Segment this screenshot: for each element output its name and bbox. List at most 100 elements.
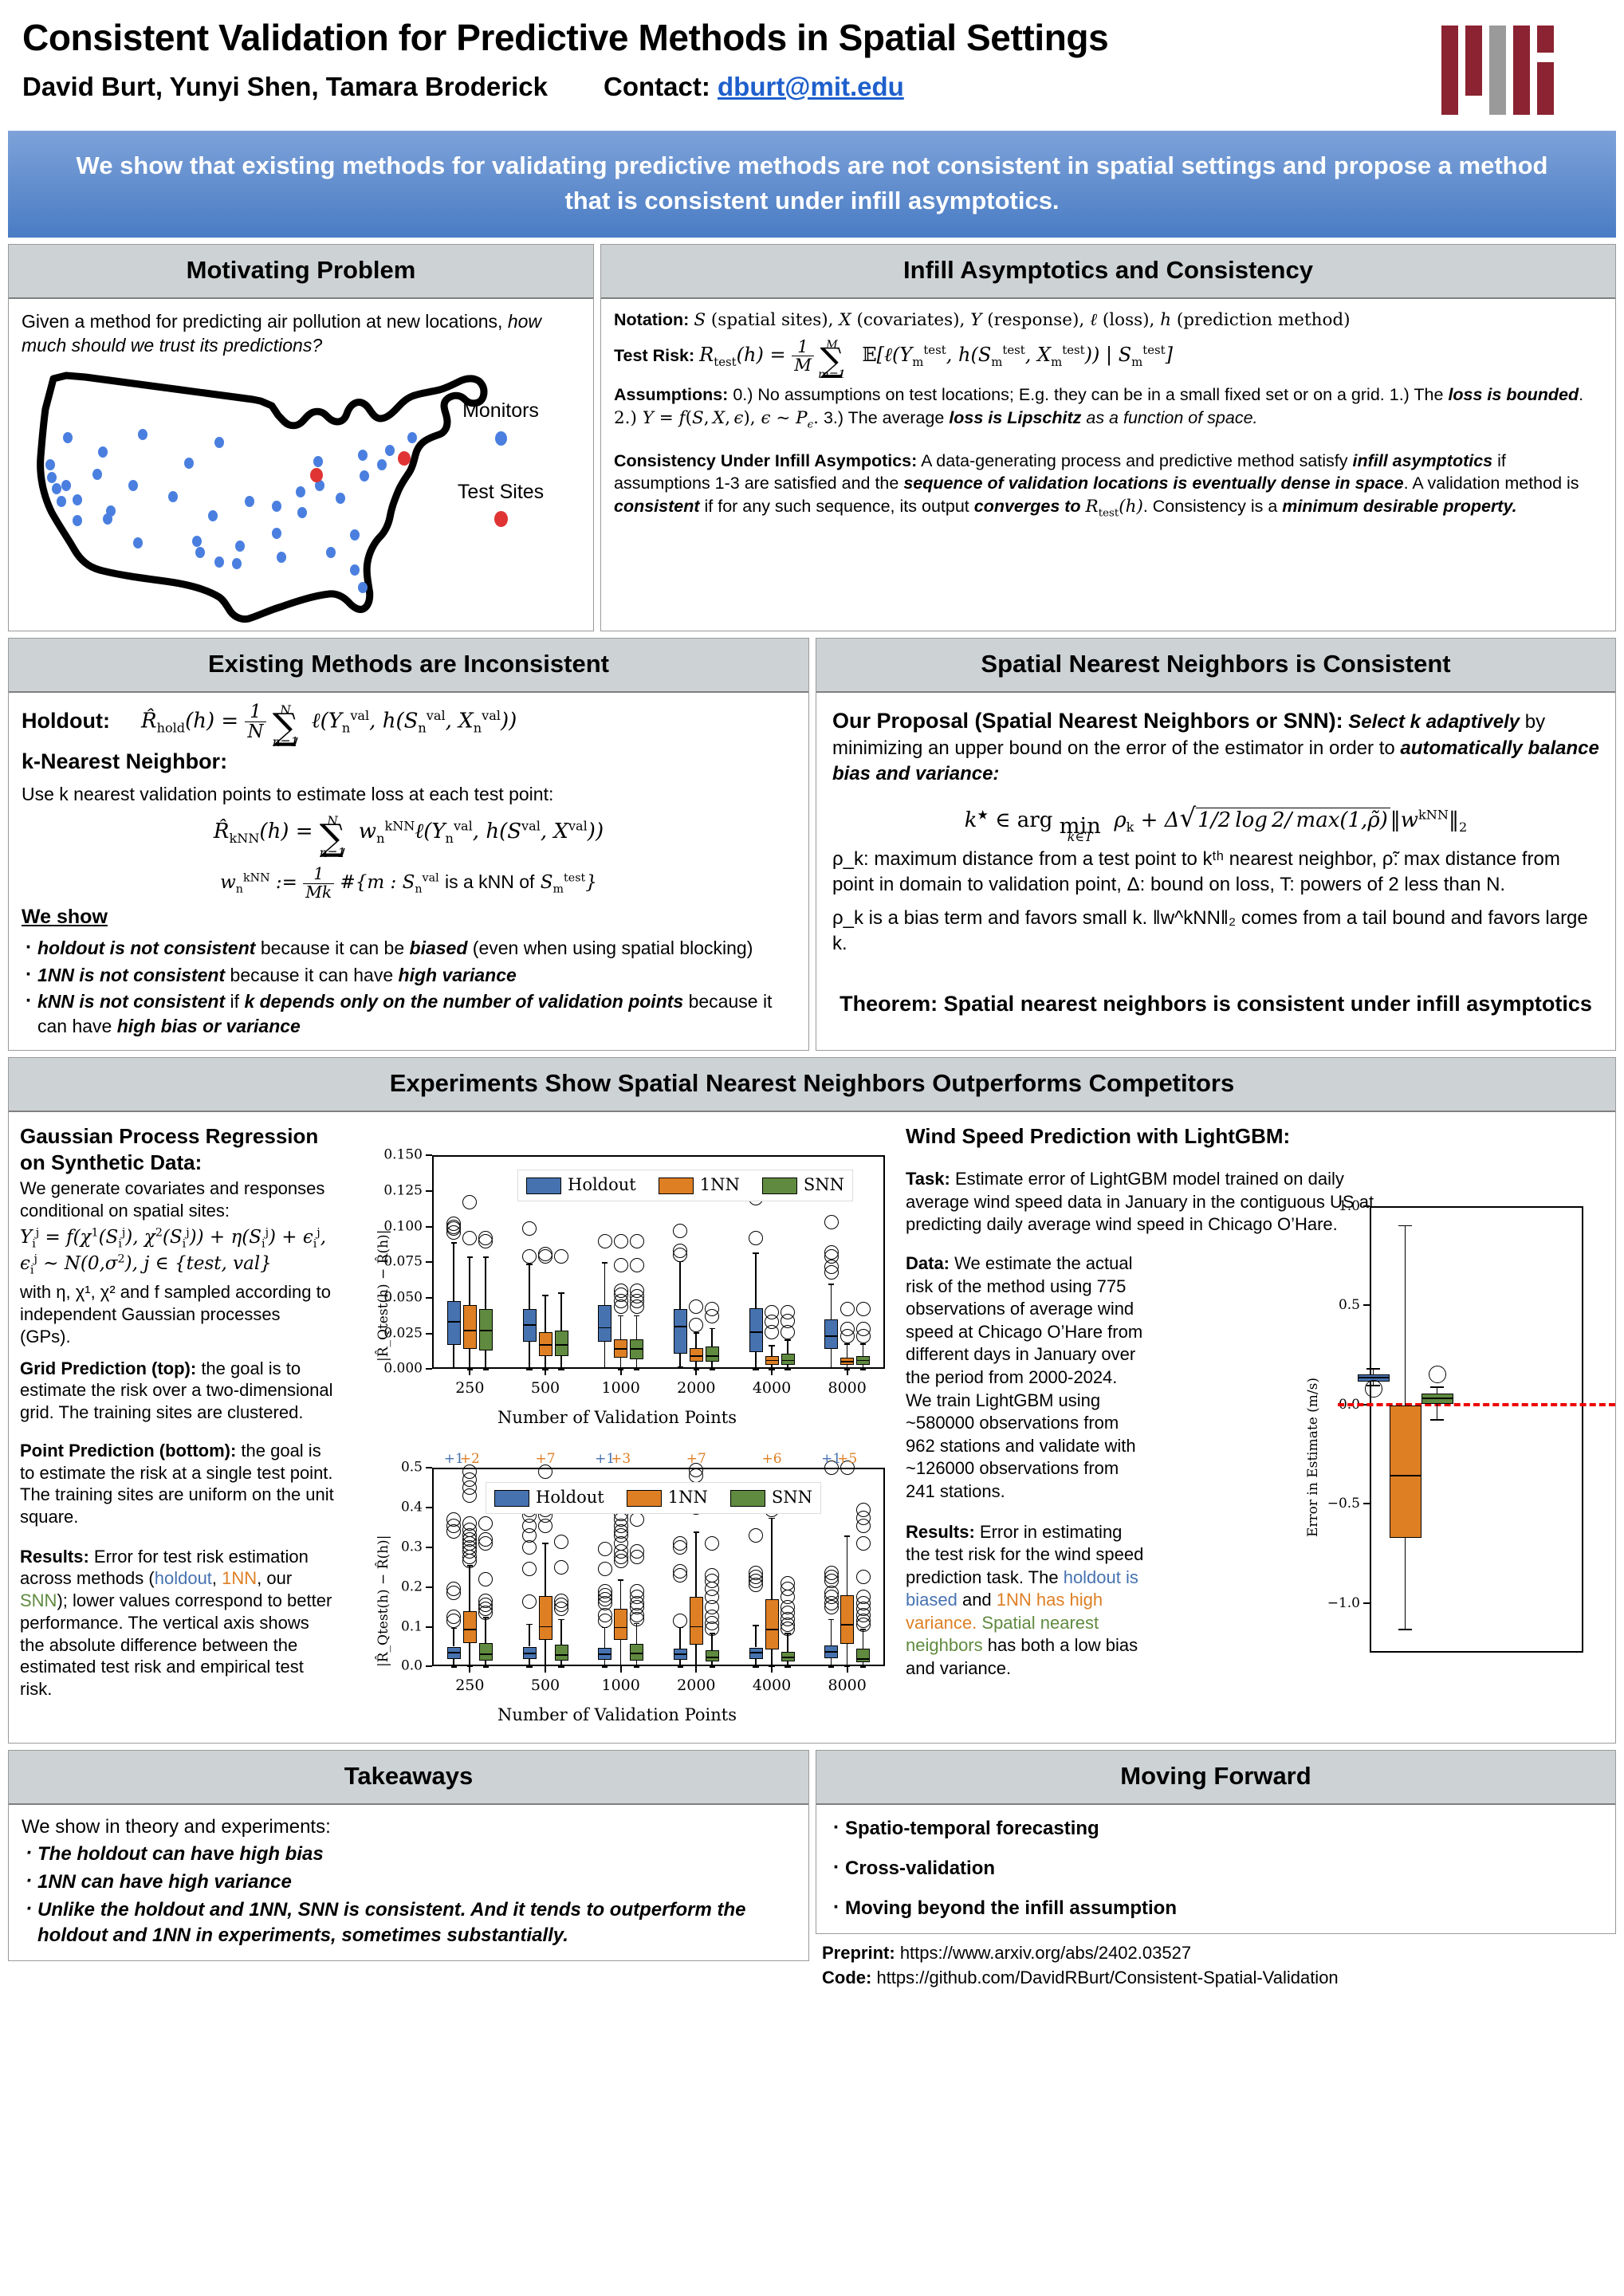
- box: [538, 1595, 552, 1640]
- wind-text-column: Wind Speed Prediction with LightGBM: Tas…: [906, 1123, 1374, 1735]
- gp-intro: We generate covariates and responses con…: [20, 1177, 325, 1221]
- contact-email-link[interactable]: dburt@mit.edu: [718, 71, 904, 101]
- gp-charts-column: 0.000 0.025 0.050 0.075 0.100 0.125 0.150 |R̂_Q…: [338, 1123, 901, 1735]
- holdout-label: Holdout:: [22, 709, 110, 733]
- box: [840, 1594, 855, 1644]
- takeaways-lead: We show in theory and experiments:: [22, 1816, 331, 1838]
- wind-task-paragraph: Task: Estimate error of LightGBM model t…: [906, 1168, 1400, 1236]
- box: [462, 1610, 477, 1643]
- experiments-body: Gaussian Process Regression on Synthetic…: [9, 1112, 1615, 1743]
- bullet-2-bi2: k depends only on the number of validati…: [244, 991, 684, 1012]
- map-legend: Monitors Test Sites: [429, 398, 572, 533]
- preprint-label: Preprint:: [822, 1943, 895, 1964]
- knn-label: k-Nearest Neighbor:: [22, 749, 228, 773]
- list-item: 1NN is not consistent because it can hav…: [22, 961, 796, 988]
- box: [705, 1650, 719, 1662]
- preprint-line: Preprint: https://www.arxiv.org/abs/2402…: [822, 1940, 1613, 1965]
- gp-results-p1: Error for test risk estimation across me…: [20, 1546, 309, 1589]
- test-site-dots: [310, 450, 411, 482]
- wind-task-label: Task:: [906, 1169, 950, 1189]
- panel-infill-asymptotics: Infill Asymptotics and Consistency Notat…: [600, 244, 1616, 631]
- wind-results-p2: has both a low bias and variance.: [906, 1635, 1138, 1679]
- bullet-2-rest: because it can have: [37, 991, 773, 1036]
- gp-grid-paragraph: Grid Prediction (top): the goal is to es…: [20, 1358, 335, 1424]
- consistency-text-4: if for any such sequence, its output: [699, 496, 974, 516]
- gp-point-text: the goal is to estimate the risk at a si…: [20, 1440, 334, 1527]
- box: [749, 1307, 763, 1352]
- takeaways-list: The holdout can have high bias 1NN can h…: [22, 1840, 796, 1948]
- bullet-2-bi3: high bias or variance: [116, 1015, 301, 1036]
- list-item: The holdout can have high bias: [22, 1840, 796, 1867]
- box: [781, 1353, 795, 1366]
- wind-data-label: Data:: [906, 1252, 950, 1273]
- list-item: 1NN can have high variance: [22, 1868, 796, 1895]
- author-list: David Burt, Yunyi Shen, Tamara Broderick: [22, 71, 548, 101]
- legend-label-test-sites: Test Sites: [457, 480, 545, 503]
- gp-experiment-block: Gaussian Process Regression on Synthetic…: [20, 1123, 901, 1735]
- gp-results-snn: SNN: [20, 1590, 57, 1611]
- bullet-0-bi2: biased: [409, 938, 468, 959]
- consistency-bi-2: sequence of validation locations is even…: [903, 474, 1404, 493]
- gp-results-paragraph: Results: Error for test risk estimation …: [20, 1546, 332, 1699]
- wind-data-text: We estimate the actual risk of the metho…: [906, 1252, 1143, 1501]
- contact-label: Contact:: [604, 71, 710, 101]
- reference-links: Preprint: https://www.arxiv.org/abs/2402…: [816, 1934, 1616, 1990]
- bullet-0-rest: (even when using spatial blocking): [467, 938, 753, 959]
- row-motivating-infill: Motivating Problem Given a method for pr…: [8, 244, 1616, 631]
- box: [673, 1309, 687, 1354]
- gp-grid-label: Grid Prediction (top):: [20, 1358, 197, 1378]
- row-existing-snn: Existing Methods are Inconsistent Holdou…: [8, 637, 1616, 1052]
- gp-results-1nn: 1NN: [222, 1568, 258, 1589]
- contact-block: Contact: dburt@mit.edu: [604, 72, 904, 102]
- box: [630, 1643, 644, 1661]
- abstract-banner: We show that existing methods for valida…: [8, 131, 1616, 238]
- snn-body: Our Proposal (Spatial Nearest Neighbors …: [816, 693, 1615, 1051]
- chart-gp-point-prediction: 0.0 0.1 0.2 0.3 0.4 0.5 |R̂_Qtest(h) − R̂(h)| 2…: [338, 1444, 896, 1735]
- moving-forward-column: Moving Forward Spatio-temporal forecasti…: [816, 1750, 1616, 1990]
- box: [614, 1609, 628, 1640]
- snn-formula: k★ ∈ arg min k∈T ρk + Δ√1/2 log 2/ max(1,…: [964, 802, 1468, 845]
- wind-results-mid: and: [957, 1590, 997, 1610]
- box: [765, 1598, 779, 1650]
- box: [554, 1645, 568, 1661]
- preprint-url[interactable]: https://www.arxiv.org/abs/2402.03527: [899, 1943, 1192, 1964]
- gp-point-paragraph: Point Prediction (bottom): the goal is t…: [20, 1440, 335, 1528]
- consistency-bi-3: consistent: [614, 496, 700, 516]
- notation-items: S (spatial sites), X (covariates), Y (re…: [694, 310, 1351, 331]
- weight-formula: wnkNN := 1 Mk #{m : Snval is a kNN of Smt…: [220, 864, 597, 902]
- wind-title: Wind Speed Prediction with LightGBM:: [906, 1124, 1291, 1149]
- header-text-block: Consistent Validation for Predictive Met…: [22, 11, 1440, 102]
- us-map-svg: [37, 372, 488, 623]
- chart-legend: Holdout 1NN SNN: [517, 1170, 853, 1202]
- poster-header: Consistent Validation for Predictive Met…: [8, 0, 1616, 126]
- notation-label: Notation:: [614, 310, 690, 330]
- wind-task-text: Estimate error of LightGBM model trained…: [906, 1169, 1374, 1235]
- consistency-text-3: . A validation method is: [1403, 474, 1579, 493]
- assumption-1-pre: 1.) The: [1389, 384, 1449, 404]
- bullet-1-bi2: high variance: [398, 964, 517, 985]
- box: [689, 1597, 703, 1645]
- assumption-2: 2.) Y = f(S, X, ϵ), ϵ ~ Pϵ.: [614, 407, 819, 431]
- box: [824, 1319, 839, 1350]
- us-outline-path: [37, 372, 488, 623]
- infill-assumptions: Assumptions: 0.) No assumptions on test …: [614, 384, 1584, 431]
- gp-results-label: Results:: [20, 1546, 89, 1567]
- author-row: David Burt, Yunyi Shen, Tamara Broderick…: [22, 72, 1440, 102]
- wind-results-paragraph: Results: Error in estimating the test ri…: [906, 1521, 1145, 1681]
- code-url[interactable]: https://github.com/DavidRBurt/Consistent…: [876, 1968, 1339, 1988]
- panel-motivating-problem: Motivating Problem Given a method for pr…: [8, 244, 594, 631]
- box: [462, 1305, 477, 1350]
- panel-snn: Spatial Nearest Neighbors is Consistent …: [816, 637, 1616, 1052]
- gp-grid-text: the goal is to estimate the risk over a …: [20, 1358, 333, 1423]
- panel-experiments: Experiments Show Spatial Nearest Neighbo…: [8, 1057, 1616, 1744]
- box: [598, 1305, 612, 1343]
- panel-existing-methods: Existing Methods are Inconsistent Holdou…: [8, 637, 809, 1052]
- motivating-intro-plain: Given a method for predicting air pollut…: [22, 311, 508, 332]
- wind-results-snn: Spatial nearest neighbors: [906, 1612, 1099, 1656]
- box: [705, 1346, 719, 1362]
- test-risk-label: Test Risk:: [614, 345, 695, 365]
